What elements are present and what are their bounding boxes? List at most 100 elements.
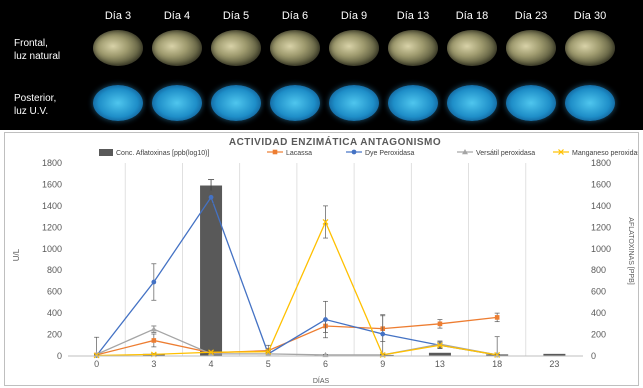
- data-point: [272, 149, 278, 155]
- data-point: [558, 149, 564, 155]
- data-point: [150, 326, 157, 332]
- legend-item: Manganeso peroxidasa: [553, 149, 638, 157]
- day-label: Día 18: [455, 10, 489, 22]
- legend-label: Conc. Aflatoxinas [ppb(log10)]: [116, 150, 209, 157]
- y-tick-right-label: 1400: [591, 201, 611, 211]
- legend-label: Lacassa: [286, 150, 312, 157]
- data-point: [380, 331, 386, 337]
- petri-dish-photo: [93, 30, 143, 66]
- data-point: [323, 317, 328, 322]
- series-line: [96, 220, 498, 357]
- data-point: [494, 352, 501, 358]
- day-label: Día 9: [340, 10, 368, 22]
- y-tick-right-label: 1800: [591, 158, 611, 168]
- y-tick-right-label: 600: [591, 287, 606, 297]
- petri-dish-uv-photo: [152, 85, 202, 121]
- data-point: [494, 315, 500, 320]
- petri-dish-photo: [152, 30, 202, 66]
- legend-swatch: [99, 149, 113, 156]
- x-tick-label: 9: [380, 359, 385, 369]
- x-tick-label: 6: [323, 359, 328, 369]
- aflatoxin-bar: [543, 353, 566, 356]
- data-point: [379, 352, 386, 358]
- row-label-uv: Posterior, luz U.V.: [14, 93, 57, 117]
- petri-dish-uv-photo: [211, 85, 261, 121]
- data-point: [351, 149, 357, 155]
- enzyme-activity-chart: ACTIVIDAD ENZIMÁTICA ANTAGONISMO Conc. A…: [4, 132, 639, 386]
- y-axis-right-label: AFLATOXINAS [PPB]: [627, 217, 634, 284]
- series-line: [96, 316, 498, 356]
- chart-title: ACTIVIDAD ENZIMÁTICA ANTAGONISMO: [229, 135, 441, 148]
- legend-label: Manganeso peroxidasa: [572, 150, 638, 157]
- legend-label: Versátil peroxidasa: [476, 150, 535, 157]
- series-line: [96, 195, 498, 356]
- y-tick-right-label: 1200: [591, 222, 611, 232]
- legend-item-aflatoxin: Conc. Aflatoxinas [ppb(log10)]: [99, 149, 209, 157]
- chart-axes: 0 0 200 200 400 400 600 600 800 800 1000 1000 1200 12…: [42, 158, 611, 369]
- data-point-stroke: [208, 349, 214, 356]
- day-label: Día 23: [514, 10, 548, 22]
- legend-label: Dye Peroxidasa: [365, 150, 415, 157]
- line-series: [93, 205, 501, 359]
- petri-dish-photo: [388, 30, 438, 66]
- data-point-stroke: [265, 348, 272, 355]
- x-axis-label: DÍAS: [313, 376, 330, 385]
- petri-dish-photo: [211, 30, 261, 66]
- day-label: Día 13: [396, 10, 430, 22]
- data-point: [462, 149, 468, 155]
- petri-dish-photo: [270, 30, 320, 66]
- y-tick-left-label: 800: [47, 265, 62, 275]
- day-label: Día 3: [104, 10, 132, 22]
- legend-item: Versátil peroxidasa: [457, 149, 535, 157]
- data-point: [322, 219, 329, 225]
- y-tick-left-label: 0: [57, 351, 62, 361]
- data-point-stroke: [379, 352, 386, 358]
- chart-legend: Conc. Aflatoxinas [ppb(log10)] Lacassa Dye…: [99, 149, 638, 157]
- legend-item: Dye Peroxidasa: [346, 149, 415, 157]
- y-tick-right-label: 200: [591, 330, 606, 340]
- y-tick-left-label: 400: [47, 308, 62, 318]
- petri-dish-uv-photo: [270, 85, 320, 121]
- data-point: [437, 321, 443, 327]
- series-line: [96, 328, 498, 356]
- data-point-stroke: [494, 352, 501, 358]
- petri-dish-uv-photo: [93, 85, 143, 121]
- aflatoxin-bar: [200, 185, 223, 356]
- x-tick-label: 23: [549, 359, 559, 369]
- y-tick-right-label: 800: [591, 265, 606, 275]
- aflatoxin-bar: [428, 352, 451, 356]
- y-tick-right-label: 1600: [591, 179, 611, 189]
- y-tick-left-label: 1400: [42, 201, 62, 211]
- y-tick-left-label: 200: [47, 330, 62, 340]
- x-tick-label: 18: [492, 359, 502, 369]
- y-tick-right-label: 0: [591, 351, 596, 361]
- row-label-front: Frontal, luz natural: [14, 38, 61, 62]
- petri-dish-uv-photo: [565, 85, 615, 121]
- chart-canvas: ACTIVIDAD ENZIMÁTICA ANTAGONISMO Conc. A…: [12, 135, 638, 385]
- day-label: Día 30: [573, 10, 607, 22]
- day-label: Día 4: [163, 10, 191, 22]
- petri-dish-uv-photo: [447, 85, 497, 121]
- data-point: [151, 338, 157, 343]
- chart-gridlines: [124, 163, 527, 356]
- x-tick-label: 3: [151, 359, 156, 369]
- x-tick-label: 0: [94, 359, 99, 369]
- x-tick-label: 4: [209, 359, 214, 369]
- petri-dish-photo: [565, 30, 615, 66]
- petri-photo-panel: Día 3 Día 4 Día 5 Día 6 Día 9 Día 13 Día…: [0, 0, 643, 130]
- data-point-stroke: [558, 149, 564, 155]
- data-point-stroke: [93, 352, 100, 359]
- petri-dish-uv-photo: [388, 85, 438, 121]
- data-point: [93, 352, 100, 359]
- petri-dish-photo: [447, 30, 497, 66]
- data-point: [265, 350, 272, 357]
- data-point: [208, 349, 214, 356]
- petri-dish-photo: [329, 30, 379, 66]
- legend-item: Lacassa: [267, 149, 312, 157]
- y-tick-left-label: 1200: [42, 222, 62, 232]
- y-tick-left-label: 1000: [42, 244, 62, 254]
- petri-dish-uv-photo: [506, 85, 556, 121]
- y-axis-left-label: U/L: [12, 248, 21, 261]
- petri-dish-photo: [506, 30, 556, 66]
- day-label: Día 6: [281, 10, 309, 22]
